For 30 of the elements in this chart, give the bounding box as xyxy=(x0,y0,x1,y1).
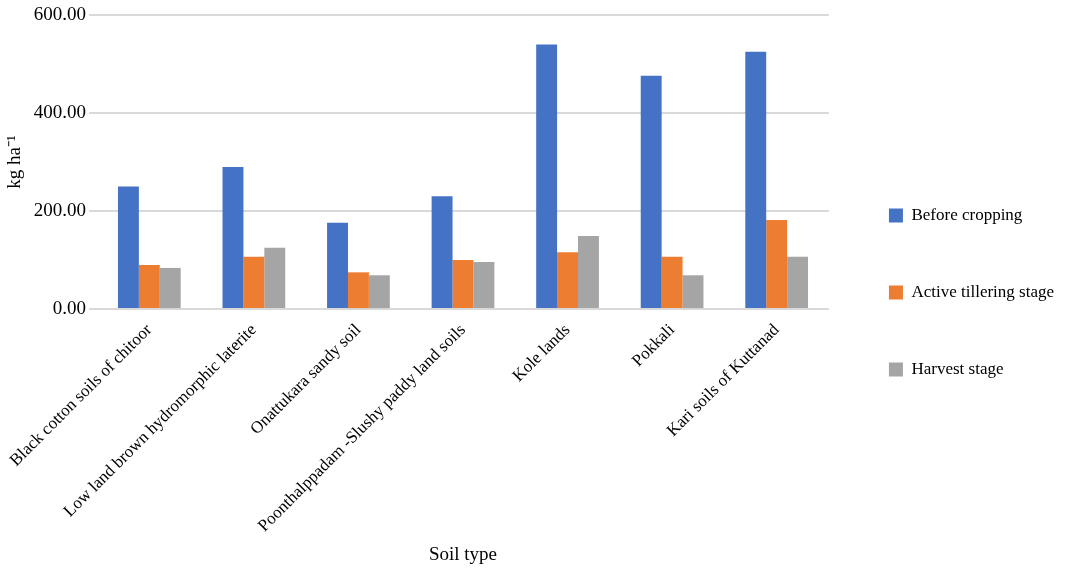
legend-label: Active tillering stage xyxy=(911,281,1055,301)
bar xyxy=(264,247,286,309)
y-axis-title: kg ha⁻¹ xyxy=(3,135,25,189)
bar xyxy=(327,222,348,309)
bar xyxy=(243,256,265,309)
y-tick-label: 0.00 xyxy=(52,297,87,319)
y-tick-label: 200.00 xyxy=(33,199,87,221)
bar xyxy=(640,75,662,309)
bar xyxy=(452,260,474,309)
bar xyxy=(682,275,704,309)
bar xyxy=(159,267,181,309)
bar xyxy=(473,262,495,309)
bar xyxy=(117,186,139,309)
bar xyxy=(766,219,788,309)
legend-label: Before cropping xyxy=(911,204,1023,224)
bar xyxy=(787,256,809,309)
bar xyxy=(557,252,578,309)
bar xyxy=(368,275,390,309)
y-tick-label: 600.00 xyxy=(33,2,87,24)
bar xyxy=(536,44,558,309)
bar xyxy=(431,196,453,309)
bar xyxy=(347,272,369,309)
bar xyxy=(138,264,160,309)
bar xyxy=(578,236,599,309)
bar xyxy=(661,256,683,309)
bar xyxy=(745,51,767,309)
x-axis-title: Soil type xyxy=(428,542,498,564)
y-tick-label: 400.00 xyxy=(33,101,87,123)
legend-label: Harvest stage xyxy=(911,358,1004,378)
bar xyxy=(222,166,244,309)
